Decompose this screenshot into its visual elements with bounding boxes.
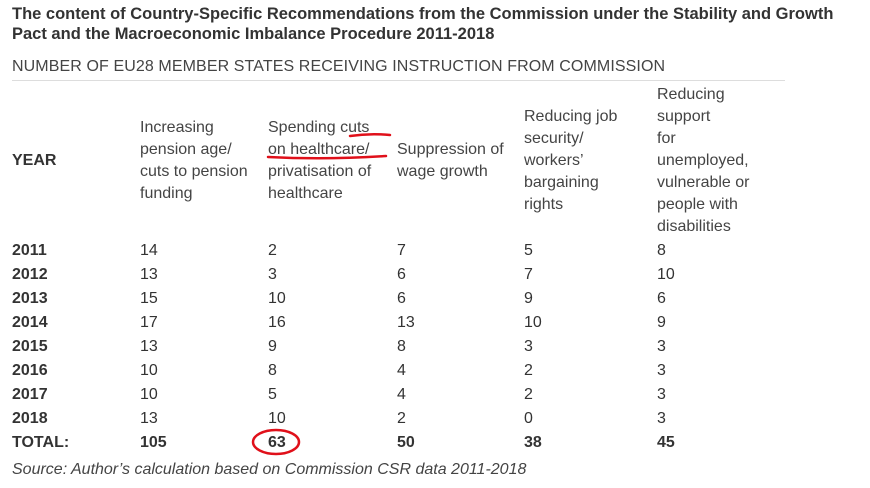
value-cell: 13	[140, 410, 158, 427]
header-line: Reducing	[657, 86, 725, 103]
header-healthcare: Spending cuts on healthcare/ privatisati…	[268, 117, 371, 205]
header-pension: Increasing pension age/ cuts to pension …	[140, 117, 248, 205]
header-year: YEAR	[12, 152, 57, 169]
value-cell: 8	[268, 362, 277, 379]
year-cell: 2017	[12, 386, 48, 403]
value-cell: 3	[268, 266, 277, 283]
value-cell: 3	[657, 362, 666, 379]
value-cell: 9	[268, 338, 277, 355]
value-cell: 3	[657, 410, 666, 427]
year-cell: 2012	[12, 266, 48, 283]
value-cell: 2	[524, 362, 533, 379]
value-cell: 4	[397, 362, 406, 379]
value-cell: 2	[524, 386, 533, 403]
divider	[12, 80, 785, 81]
total-cell: 45	[657, 434, 675, 451]
value-cell: 4	[397, 386, 406, 403]
total-cell: 38	[524, 434, 542, 451]
value-cell: 7	[524, 266, 533, 283]
header-line: vulnerable or	[657, 174, 750, 191]
value-cell: 8	[397, 338, 406, 355]
value-cell: 15	[140, 290, 158, 307]
source-note: Source: Author’s calculation based on Co…	[12, 461, 527, 478]
value-cell: 10	[524, 314, 542, 331]
value-cell: 10	[140, 362, 158, 379]
total-cell: 105	[140, 434, 167, 451]
year-cell: 2015	[12, 338, 48, 355]
header-line: unemployed,	[657, 152, 749, 169]
header-line: rights	[524, 196, 564, 213]
value-cell: 7	[397, 242, 406, 259]
header-line: privatisation of	[268, 163, 372, 180]
total-cell: 63	[268, 434, 286, 451]
value-cell: 9	[657, 314, 666, 331]
value-cell: 2	[268, 242, 277, 259]
header-line: cuts to pension	[140, 163, 248, 180]
year-cell: 2013	[12, 290, 48, 307]
header-job-security: Reducing job security/ workers’ bargaini…	[524, 106, 617, 216]
year-cell: 2018	[12, 410, 48, 427]
value-cell: 5	[524, 242, 533, 259]
header-line: pension age/	[140, 141, 232, 158]
header-line: Spending cuts	[268, 119, 370, 136]
header-line: Increasing	[140, 119, 214, 136]
value-cell: 14	[140, 242, 158, 259]
value-cell: 0	[524, 410, 533, 427]
value-cell: 3	[524, 338, 533, 355]
header-line: security/	[524, 130, 584, 147]
header-unemployed-support: Reducing support for unemployed, vulnera…	[657, 84, 750, 238]
value-cell: 6	[657, 290, 666, 307]
header-line: workers’	[524, 152, 584, 169]
value-cell: 10	[268, 290, 286, 307]
value-cell: 13	[140, 338, 158, 355]
header-wage: Suppression of wage growth	[397, 139, 504, 183]
value-cell: 2	[397, 410, 406, 427]
header-line: on healthcare/	[268, 141, 370, 158]
header-line: Reducing job	[524, 108, 618, 125]
header-line: Suppression of	[397, 141, 504, 158]
header-line: support	[657, 108, 711, 125]
value-cell: 13	[140, 266, 158, 283]
value-cell: 17	[140, 314, 158, 331]
value-cell: 16	[268, 314, 286, 331]
value-cell: 10	[268, 410, 286, 427]
value-cell: 10	[657, 266, 675, 283]
value-cell: 3	[657, 338, 666, 355]
value-cell: 6	[397, 290, 406, 307]
header-line: wage growth	[397, 163, 488, 180]
value-cell: 9	[524, 290, 533, 307]
value-cell: 6	[397, 266, 406, 283]
year-cell: 2016	[12, 362, 48, 379]
header-line: funding	[140, 185, 193, 202]
year-cell: 2011	[12, 242, 47, 259]
year-cell: 2014	[12, 314, 48, 331]
table-title: The content of Country-Specific Recommen…	[12, 5, 834, 43]
header-line: disabilities	[657, 218, 731, 235]
total-label: TOTAL:	[12, 434, 70, 451]
header-line: for	[657, 130, 676, 147]
header-line: people with	[657, 196, 738, 213]
value-cell: 3	[657, 386, 666, 403]
table-subtitle: NUMBER OF EU28 MEMBER STATES RECEIVING I…	[12, 58, 666, 75]
value-cell: 13	[397, 314, 415, 331]
header-line: healthcare	[268, 185, 343, 202]
total-cell: 50	[397, 434, 415, 451]
value-cell: 10	[140, 386, 158, 403]
header-line: bargaining	[524, 174, 599, 191]
value-cell: 8	[657, 242, 666, 259]
value-cell: 5	[268, 386, 277, 403]
